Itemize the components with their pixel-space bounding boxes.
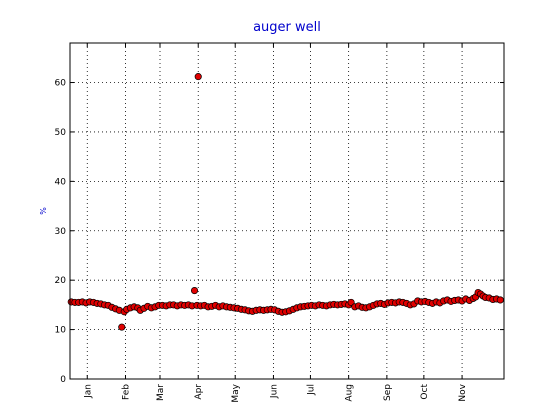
x-tick-label: Jul <box>306 384 316 396</box>
y-tick-label: 10 <box>55 326 67 336</box>
x-tick-label: May <box>231 383 241 402</box>
axis-ticks: 0 10 20 30 40 50 60 Jan Feb Mar Apr May Jun Jul Aug Sep… <box>55 43 504 403</box>
data-point <box>190 287 199 295</box>
x-tick-label: Aug <box>345 384 355 402</box>
y-tick-label: 20 <box>55 276 67 286</box>
x-tick-label: Nov <box>458 383 468 401</box>
x-tick-label: Apr <box>194 384 204 400</box>
y-tick-label: 0 <box>60 375 66 385</box>
data-point <box>194 73 202 81</box>
y-axis-label: % <box>39 207 48 215</box>
grid <box>70 43 504 380</box>
data-points <box>67 73 504 331</box>
y-tick-label: 50 <box>55 128 67 138</box>
x-tick-label: Oct <box>420 384 430 400</box>
data-point <box>118 323 126 331</box>
x-tick-label: Sep <box>383 384 393 401</box>
plot-frame <box>69 42 505 380</box>
data-point <box>496 296 504 304</box>
x-tick-label: Feb <box>121 384 131 400</box>
x-tick-label: Mar <box>156 384 166 401</box>
x-tick-label: Jan <box>83 384 93 399</box>
y-tick-label: 60 <box>55 79 67 89</box>
y-tick-label: 40 <box>55 177 67 187</box>
y-tick-label: 30 <box>55 227 67 237</box>
x-tick-label: Jun <box>269 384 279 399</box>
chart-title: auger well <box>253 20 321 35</box>
